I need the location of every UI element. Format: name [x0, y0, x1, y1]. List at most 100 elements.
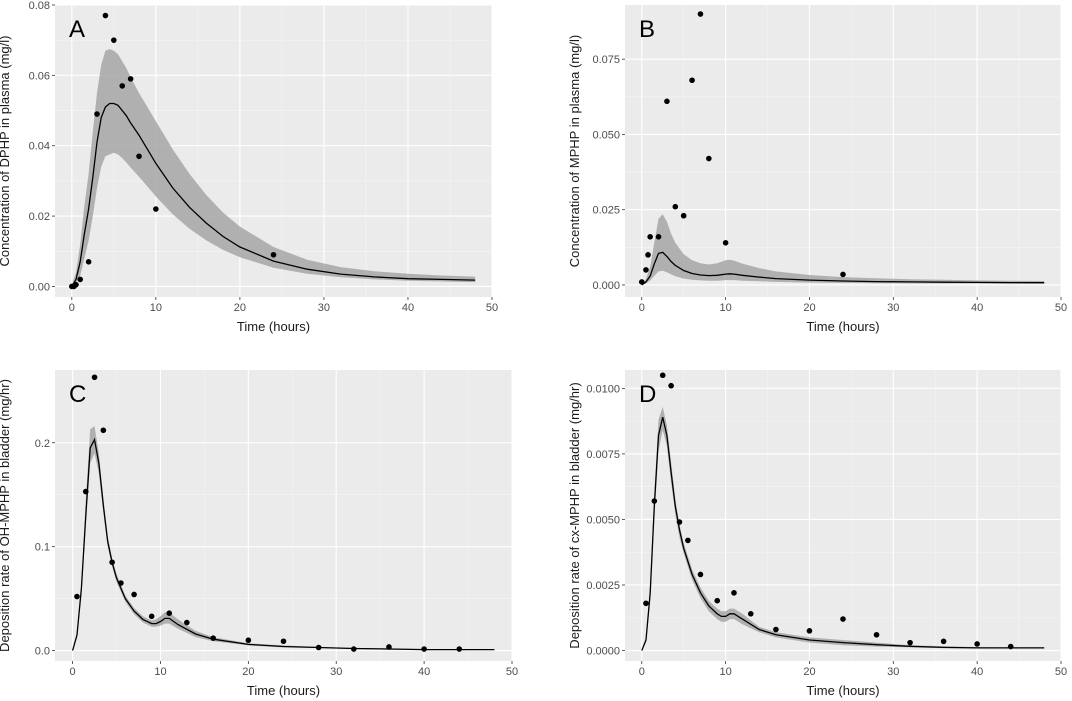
observed-data-point	[676, 519, 683, 525]
observed-data-point	[1007, 643, 1014, 650]
x-tick-label: 30	[887, 666, 899, 678]
observed-data-point	[127, 76, 134, 82]
observed-data-point	[645, 252, 651, 258]
observed-data-point	[74, 593, 80, 600]
observed-data-point	[119, 83, 126, 89]
x-tick-label: 10	[150, 302, 162, 314]
observed-data-point	[731, 590, 737, 596]
x-tick-label: 50	[506, 666, 518, 678]
observed-data-point	[668, 382, 674, 389]
observed-data-point	[153, 206, 159, 212]
observed-data-point	[697, 11, 704, 17]
observed-data-point	[100, 427, 107, 434]
observed-data-point	[714, 597, 721, 604]
observed-data-point	[647, 233, 653, 240]
y-axis-title: Concentration of MPHP in plasma (mg/l)	[567, 35, 582, 267]
y-tick-label: 0.0100	[586, 383, 620, 395]
x-tick-label: 40	[971, 666, 983, 678]
y-tick-label: 0.025	[592, 205, 620, 217]
observed-data-point	[722, 240, 729, 246]
y-tick-label: 0.000	[592, 280, 620, 292]
observed-data-point	[672, 203, 679, 210]
x-tick-label: 10	[154, 666, 166, 678]
observed-data-point	[245, 637, 252, 644]
panel-letter: B	[639, 16, 655, 43]
observed-data-point	[82, 488, 89, 495]
x-tick-label: 40	[418, 666, 430, 678]
x-tick-label: 30	[330, 666, 342, 678]
observed-data-point	[697, 571, 704, 578]
plot-area	[641, 372, 1045, 651]
observed-data-point	[773, 626, 779, 633]
y-tick-label: 0.1	[35, 542, 50, 554]
observed-data-point	[664, 98, 670, 105]
plot-area	[638, 11, 1045, 286]
y-tick-label: 0.0050	[586, 514, 620, 526]
y-tick-label: 0.050	[592, 129, 620, 141]
median-prediction-line	[641, 417, 1045, 651]
y-tick-label: 0.08	[29, 0, 50, 12]
observed-data-point	[136, 153, 142, 160]
observed-data-point	[706, 155, 712, 162]
y-axis-title: Deposition rate of OH-MPHP in bladder (m…	[0, 379, 12, 652]
observed-data-point	[659, 372, 666, 379]
x-axis-title: Time (hours)	[247, 683, 320, 698]
x-tick-label: 50	[1055, 302, 1067, 314]
panel-a: 0 10 20 30 40 50 0.00 0.02 0.04 0.06 0.08 Time (hou…	[0, 0, 498, 334]
confidence-ribbon	[641, 214, 1045, 285]
observed-data-point	[77, 276, 84, 283]
observed-data-point	[280, 638, 287, 645]
y-tick-label: 0.0	[35, 646, 50, 658]
x-tick-label: 10	[719, 666, 731, 678]
panel-b: 0 10 20 30 40 50 0.000 0.025 0.050 0.075 Time (hou…	[567, 5, 1067, 334]
plot-background	[625, 5, 1061, 297]
observed-data-point	[131, 591, 137, 598]
observed-data-point	[840, 271, 846, 278]
plot-background	[625, 370, 1061, 661]
observed-data-point	[118, 580, 124, 586]
plot-area	[71, 374, 495, 652]
x-tick-label: 20	[803, 666, 815, 678]
observed-data-point	[643, 267, 649, 273]
x-tick-label: 20	[803, 302, 815, 314]
observed-data-point	[270, 251, 277, 258]
median-prediction-line	[641, 251, 1045, 286]
x-tick-label: 0	[639, 666, 645, 678]
x-tick-label: 20	[242, 666, 254, 678]
x-tick-label: 0	[639, 302, 645, 314]
observed-data-point	[680, 212, 687, 219]
observed-data-point	[386, 644, 392, 650]
x-axis-title: Time (hours)	[806, 683, 879, 698]
x-axis-title: Time (hours)	[806, 319, 879, 334]
observed-data-point	[166, 610, 173, 616]
observed-data-point	[689, 77, 695, 84]
median-prediction-line	[71, 437, 495, 651]
y-tick-label: 0.0000	[586, 646, 620, 658]
panel-letter: D	[639, 381, 656, 408]
plot-area	[69, 12, 476, 290]
observed-data-point	[109, 559, 115, 566]
observed-data-point	[73, 281, 79, 288]
observed-data-point	[651, 498, 658, 504]
y-tick-label: 0.06	[29, 70, 50, 82]
y-tick-label: 0.0075	[586, 449, 620, 461]
observed-data-point	[806, 628, 813, 634]
observed-data-point	[91, 374, 98, 381]
x-tick-label: 0	[70, 666, 76, 678]
panel-d: 0 10 20 30 40 50 0.0000 0.0025 0.0050 0.0075 0.010…	[567, 370, 1067, 698]
observed-data-point	[974, 641, 980, 647]
observed-data-point	[940, 638, 947, 645]
observed-data-point	[643, 600, 649, 607]
x-tick-label: 30	[887, 302, 899, 314]
x-axis-title: Time (hours)	[237, 319, 310, 334]
plot-background	[55, 370, 512, 661]
x-tick-label: 50	[1055, 666, 1067, 678]
y-tick-label: 0.0025	[586, 580, 620, 592]
observed-data-point	[315, 644, 322, 651]
x-tick-label: 10	[719, 302, 731, 314]
y-axis-title: Deposition rate of cx-MPHP in bladder (m…	[567, 382, 582, 648]
observed-data-point	[111, 37, 117, 43]
x-tick-label: 30	[318, 302, 330, 314]
observed-data-point	[94, 111, 100, 117]
